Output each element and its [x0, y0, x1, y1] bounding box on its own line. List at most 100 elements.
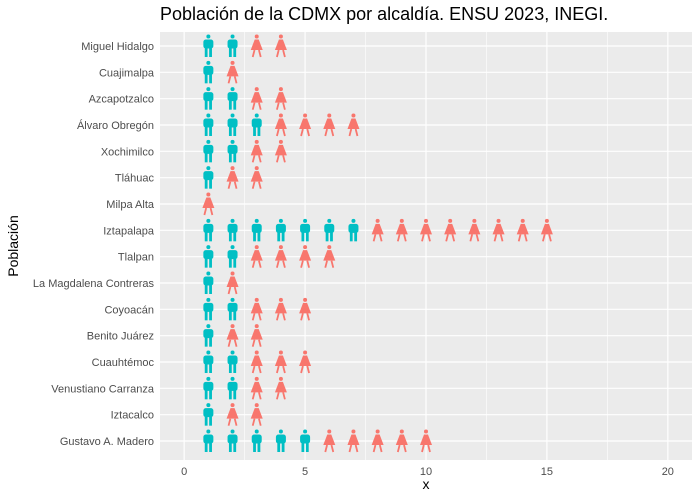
y-tick-label: Gustavo A. Madero	[60, 436, 154, 448]
female-person-icon	[347, 429, 360, 453]
female-person-icon	[250, 166, 263, 189]
female-person-icon	[492, 218, 505, 242]
male-person-icon	[227, 87, 238, 110]
x-tick-labels: 0 5 10 15 20	[181, 466, 674, 478]
female-person-icon	[274, 87, 287, 110]
person-icons	[202, 34, 553, 453]
male-person-icon	[203, 324, 214, 347]
male-person-icon	[275, 429, 286, 452]
male-person-icon	[203, 139, 214, 163]
male-person-icon	[227, 113, 238, 136]
female-person-icon	[250, 245, 263, 268]
female-person-icon	[468, 218, 481, 242]
female-person-icon	[226, 166, 239, 189]
male-person-icon	[227, 34, 238, 57]
female-person-icon	[274, 34, 287, 58]
male-person-icon	[227, 297, 238, 321]
female-person-icon	[274, 376, 287, 400]
female-person-icon	[540, 218, 553, 242]
male-person-icon	[203, 113, 214, 136]
male-person-icon	[203, 350, 214, 373]
female-person-icon	[250, 139, 263, 163]
male-person-icon	[203, 87, 214, 110]
x-tick-label: 10	[420, 466, 432, 478]
male-person-icon	[227, 350, 238, 373]
male-person-icon	[275, 218, 286, 242]
female-person-icon	[250, 403, 263, 426]
x-axis-title: x	[423, 476, 430, 492]
female-person-icon	[250, 376, 263, 400]
male-person-icon	[348, 218, 359, 242]
female-person-icon	[516, 218, 529, 242]
male-person-icon	[203, 245, 214, 268]
female-person-icon	[274, 350, 287, 374]
y-tick-label: Milpa Alta	[106, 199, 155, 211]
y-tick-label: Álvaro Obregón	[77, 119, 154, 132]
y-tick-label: Iztapalapa	[103, 225, 155, 237]
female-person-icon	[347, 113, 360, 137]
male-person-icon	[324, 218, 335, 242]
male-person-icon	[251, 429, 262, 452]
y-tick-label: Iztacalco	[111, 410, 154, 422]
female-person-icon	[202, 192, 215, 216]
y-tick-label: Miguel Hidalgo	[81, 41, 154, 53]
y-tick-label: La Magdalena Contreras	[33, 278, 155, 290]
female-person-icon	[250, 324, 263, 347]
male-person-icon	[300, 429, 311, 452]
female-person-icon	[250, 87, 263, 110]
female-person-icon	[226, 403, 239, 426]
x-tick-label: 0	[181, 466, 187, 478]
y-tick-labels: Miguel Hidalgo Cuajimalpa Azcapotzalco Álva…	[33, 41, 155, 448]
female-person-icon	[323, 113, 336, 137]
chart-title: Población de la CDMX por alcaldía. ENSU …	[160, 4, 608, 24]
female-person-icon	[420, 218, 432, 242]
female-person-icon	[274, 245, 287, 268]
female-person-icon	[323, 245, 336, 268]
female-person-icon	[226, 60, 239, 84]
female-person-icon	[250, 297, 263, 321]
y-tick-label: Cuajimalpa	[99, 67, 155, 79]
female-person-icon	[226, 271, 239, 295]
y-tick-label: Coyoacán	[104, 304, 154, 316]
male-person-icon	[203, 271, 214, 294]
female-person-icon	[371, 218, 384, 242]
male-person-icon	[203, 34, 214, 57]
male-person-icon	[251, 218, 262, 242]
female-person-icon	[274, 139, 287, 163]
x-tick-label: 20	[662, 466, 674, 478]
y-tick-label: Azcapotzalco	[89, 94, 154, 106]
female-person-icon	[299, 350, 312, 374]
male-person-icon	[203, 218, 214, 242]
female-person-icon	[323, 429, 336, 453]
y-tick-label: Xochimilco	[101, 146, 154, 158]
male-person-icon	[300, 218, 311, 242]
male-person-icon	[203, 429, 214, 452]
male-person-icon	[227, 429, 238, 452]
male-person-icon	[203, 403, 214, 426]
female-person-icon	[274, 297, 287, 321]
y-tick-label: Tlalpan	[118, 252, 154, 264]
female-person-icon	[371, 429, 384, 453]
male-person-icon	[227, 376, 238, 400]
male-person-icon	[227, 139, 238, 163]
x-tick-label: 5	[302, 466, 308, 478]
grid-lines	[160, 32, 692, 460]
male-person-icon	[203, 376, 214, 400]
male-person-icon	[227, 218, 238, 242]
y-tick-label: Venustiano Carranza	[51, 383, 155, 395]
male-person-icon	[251, 113, 262, 136]
female-person-icon	[299, 297, 312, 321]
female-person-icon	[395, 218, 408, 242]
male-person-icon	[203, 60, 214, 84]
x-tick-label: 15	[541, 466, 553, 478]
female-person-icon	[250, 350, 263, 374]
male-person-icon	[203, 297, 214, 321]
female-person-icon	[420, 429, 432, 453]
y-axis-title: Población	[5, 215, 21, 277]
female-person-icon	[395, 429, 408, 453]
y-tick-label: Benito Juárez	[87, 331, 154, 343]
y-tick-label: Cuauhtémoc	[92, 357, 155, 369]
female-person-icon	[226, 324, 239, 347]
